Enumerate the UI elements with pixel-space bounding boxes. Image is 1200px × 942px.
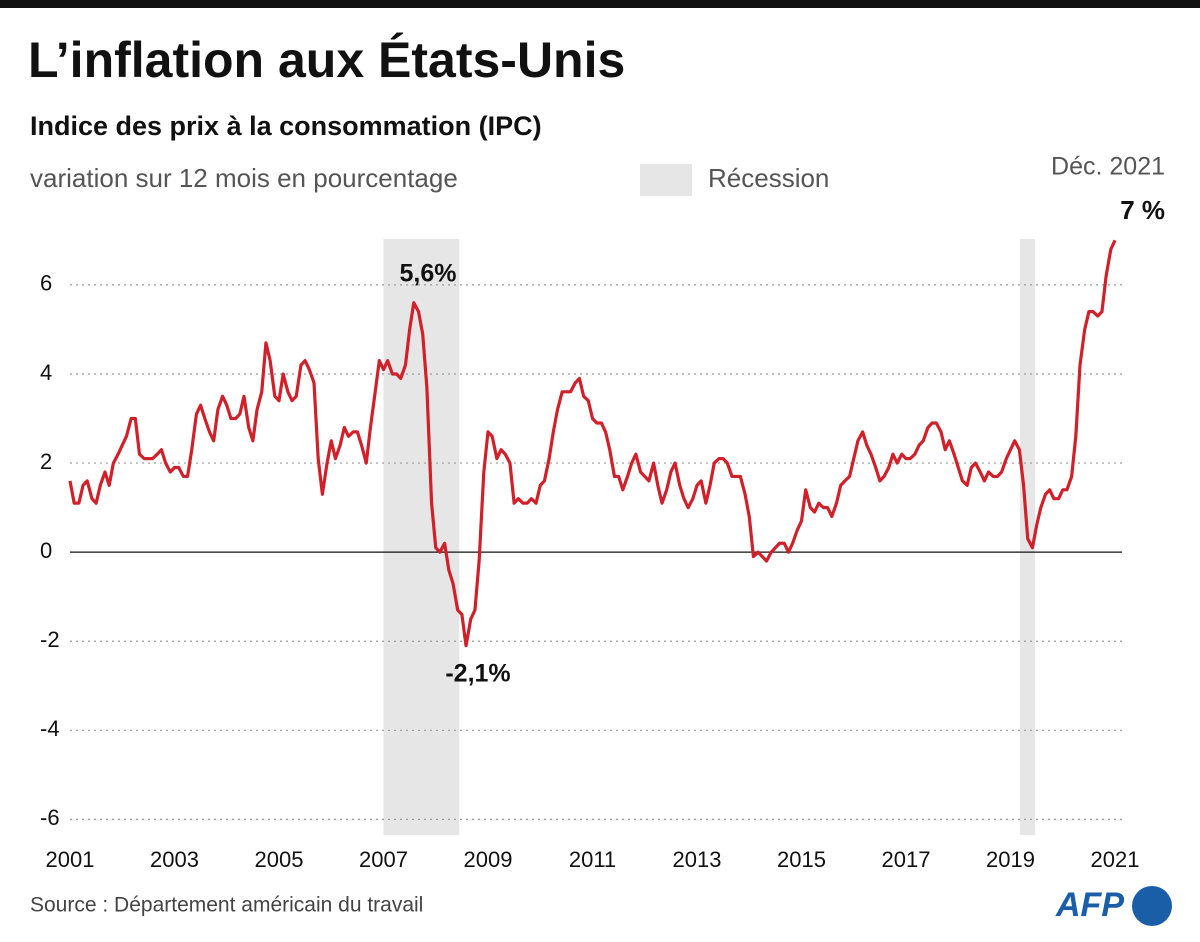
top-bar: [0, 0, 1200, 8]
annotation: 5,6%: [400, 260, 457, 288]
x-tick-label: 2007: [359, 847, 408, 872]
chart-subtitle: Indice des prix à la consommation (IPC): [30, 111, 542, 141]
chart-title: L’inflation aux États-Unis: [28, 32, 625, 88]
annotation: -2,1%: [445, 660, 510, 688]
plot: -6 -4 -2 0 2 4 6 2001 2003 2005 2007 2009 2011 2013 20…: [40, 239, 1139, 872]
y-tick-label: 4: [40, 360, 52, 385]
y-tick-label: 2: [40, 449, 52, 474]
x-tick-label: 2019: [986, 847, 1035, 872]
y-axis-label: variation sur 12 mois en pourcentage: [30, 163, 458, 193]
y-tick-label: -4: [40, 716, 60, 741]
x-tick-label: 2009: [464, 847, 513, 872]
y-tick-label: -2: [40, 627, 60, 652]
logo-circle: [1132, 886, 1172, 926]
legend-label: Récession: [708, 163, 829, 193]
x-tick-label: 2021: [1091, 847, 1140, 872]
annotation: Déc. 2021: [1051, 153, 1165, 181]
y-tick-label: 6: [40, 271, 52, 296]
annotation: 7 %: [1120, 195, 1165, 225]
x-tick-label: 2011: [569, 847, 616, 872]
x-tick-label: 2003: [150, 847, 199, 872]
x-tick-label: 2005: [255, 847, 304, 872]
x-tick-label: 2017: [882, 847, 931, 872]
x-tick-label: 2013: [673, 847, 722, 872]
source: Source : Département américain du travai…: [30, 894, 423, 917]
x-tick-label: 2001: [46, 847, 95, 872]
recession-band: [383, 239, 460, 835]
inflation-line: [68, 239, 1117, 648]
y-tick-label: -6: [40, 805, 60, 830]
y-tick-label: 0: [40, 538, 52, 563]
legend-swatch: [640, 164, 692, 196]
x-tick-label: 2015: [777, 847, 826, 872]
logo-text: AFP: [1055, 886, 1124, 924]
